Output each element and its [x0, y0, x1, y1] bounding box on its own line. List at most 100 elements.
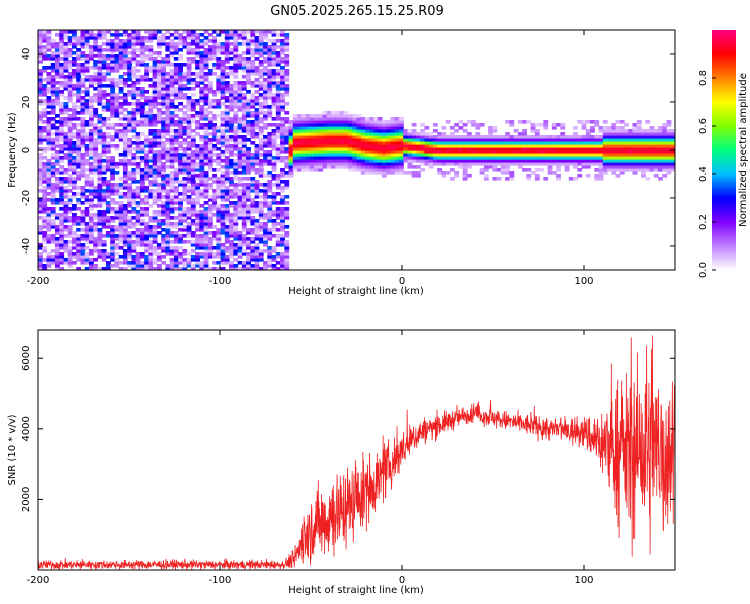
spectrogram-cell	[280, 252, 285, 256]
spectrogram-cell	[123, 78, 128, 82]
spectrogram-cell	[267, 180, 272, 184]
spectrogram-cell	[255, 243, 260, 247]
spectrogram-cell	[182, 84, 187, 88]
spectrogram-cell	[280, 117, 285, 121]
spectrogram-cell	[259, 222, 264, 226]
spectrogram-cell	[114, 243, 119, 247]
spectrogram-cell	[238, 231, 243, 235]
spectrogram-cell	[178, 228, 183, 232]
spectrogram-cell	[157, 30, 162, 34]
spectrogram-cell	[416, 165, 421, 169]
spectrogram-cell	[178, 198, 183, 202]
spectrogram-cell	[191, 240, 196, 244]
spectrogram-cell	[148, 78, 153, 82]
spectrogram-cell	[170, 240, 175, 244]
spectrogram-cell	[102, 90, 107, 94]
spectrogram-cell	[212, 159, 217, 163]
spectrogram-cell	[42, 264, 47, 268]
spectrogram-cell	[153, 189, 158, 193]
spectrogram-cell	[131, 108, 136, 112]
spectrogram-cell	[63, 177, 68, 181]
spectrogram-cell	[102, 189, 107, 193]
spectrogram-cell	[187, 207, 192, 211]
spectrogram-cell	[284, 180, 289, 184]
spectrogram-cell	[110, 216, 115, 220]
spectrogram-cell	[136, 60, 141, 64]
spectrogram-cell	[93, 93, 98, 97]
spectrogram-cell	[522, 129, 527, 133]
spectrogram-cell	[157, 204, 162, 208]
spectrogram-cell	[221, 111, 226, 115]
spectrogram-cell	[569, 177, 574, 181]
spectrogram-cell	[136, 54, 141, 58]
spectrogram-cell	[255, 168, 260, 172]
spectrogram-cell	[199, 105, 204, 109]
spectrogram-cell	[255, 180, 260, 184]
spectrogram-cell	[148, 216, 153, 220]
spectrogram-cell	[55, 126, 60, 130]
spectrogram-cell	[106, 132, 111, 136]
spectrogram-cell	[165, 72, 170, 76]
spectrogram-cell	[225, 255, 230, 259]
spectrogram-cell	[267, 201, 272, 205]
spectrogram-cell	[119, 192, 124, 196]
spectrogram-cell	[93, 108, 98, 112]
spectrogram-cell	[352, 114, 357, 118]
spectrogram-cell	[72, 261, 77, 265]
spectrogram-cell	[59, 213, 64, 217]
spectrogram-cell	[72, 51, 77, 55]
spectrogram-cell	[157, 102, 162, 106]
spectrogram-cell	[170, 63, 175, 67]
spectrogram-cell	[624, 129, 629, 133]
spectrogram-cell	[552, 171, 557, 175]
spectrogram-cell	[136, 180, 141, 184]
spectrogram-cell	[187, 258, 192, 262]
spectrogram-cell	[212, 246, 217, 250]
spectrogram-cell	[246, 252, 251, 256]
spectrogram-cell	[110, 78, 115, 82]
spectrogram-cell	[110, 33, 115, 37]
spectrogram-cell	[80, 30, 85, 34]
spectrogram-cell	[204, 36, 209, 40]
spectrogram-cell	[573, 132, 578, 136]
spectrogram-cell	[314, 114, 319, 118]
spectrogram-cell	[165, 138, 170, 142]
spectrogram-cell	[199, 234, 204, 238]
spectrogram-cell	[110, 198, 115, 202]
spectrogram-cell	[543, 135, 548, 139]
spectrogram-cell	[238, 177, 243, 181]
spectrogram-cell	[531, 171, 536, 175]
spectrogram-cell	[170, 222, 175, 226]
spectrogram-cell	[225, 105, 230, 109]
spectrogram-cell	[46, 117, 51, 121]
spectrogram-cell	[191, 48, 196, 52]
spectrogram-cell	[55, 81, 60, 85]
spectrogram-cell	[297, 114, 302, 118]
spectrogram-cell	[272, 129, 277, 133]
spectrogram-cell	[63, 240, 68, 244]
spectrogram-cell	[80, 78, 85, 82]
spectrogram-cell	[212, 231, 217, 235]
spectrogram-cell	[170, 171, 175, 175]
spectrogram-cell	[127, 216, 132, 220]
spectrogram-cell	[55, 114, 60, 118]
spectrogram-cell	[246, 183, 251, 187]
spectrogram-cell	[140, 168, 145, 172]
spectrogram-cell	[611, 123, 616, 127]
spectrogram-cell	[242, 177, 247, 181]
spectrogram-cell	[55, 177, 60, 181]
spectrogram-cell	[59, 102, 64, 106]
spectrogram-cell	[412, 129, 417, 133]
spectrogram-cell	[80, 90, 85, 94]
spectrogram-cell	[204, 201, 209, 205]
spectrogram-cell	[102, 102, 107, 106]
spectrogram-cell	[225, 96, 230, 100]
spectrogram-cell	[577, 135, 582, 139]
spectrogram-cell	[191, 30, 196, 34]
spectrogram-cell	[51, 219, 56, 223]
spectrogram-cell	[68, 30, 73, 34]
spectrogram-cell	[590, 120, 595, 124]
spectrogram-cell	[106, 180, 111, 184]
spectrogram-cell	[102, 132, 107, 136]
spectrogram-cell	[221, 204, 226, 208]
